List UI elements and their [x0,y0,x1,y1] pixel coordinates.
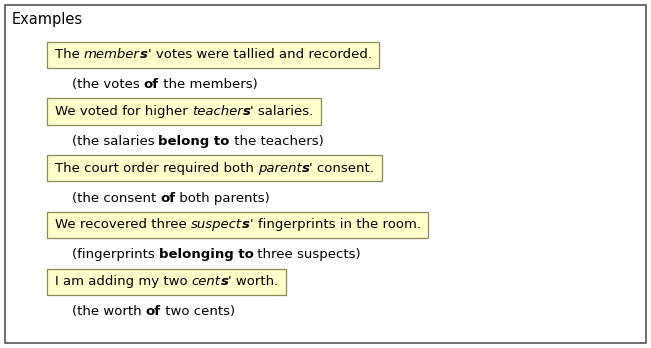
Text: s: s [301,162,309,175]
Bar [47,155,382,181]
Text: belonging to: belonging to [159,248,253,261]
Text: Examples: Examples [12,12,83,27]
Bar [47,212,428,238]
Text: three suspects): three suspects) [253,248,361,261]
Text: The court order required both: The court order required both [55,162,258,175]
Text: (fingerprints: (fingerprints [72,248,159,261]
Text: of: of [144,78,159,91]
Text: the members): the members) [159,78,258,91]
Text: teacher: teacher [191,105,242,118]
Text: member: member [84,48,140,61]
Text: two cents): two cents) [161,305,235,318]
Bar [47,98,322,125]
Text: the teachers): the teachers) [230,135,324,148]
Text: The: The [55,48,84,61]
Text: of: of [145,305,161,318]
Text: cent: cent [191,275,221,288]
Text: We voted for higher: We voted for higher [55,105,191,118]
Text: ' worth.: ' worth. [229,275,279,288]
Text: (the worth: (the worth [72,305,145,318]
Text: s: s [242,219,250,231]
Text: s: s [242,105,250,118]
Text: s: s [140,48,148,61]
Text: ' salaries.: ' salaries. [250,105,314,118]
Text: (the consent: (the consent [72,191,160,205]
Text: (the salaries: (the salaries [72,135,158,148]
Text: of: of [160,191,175,205]
Bar [47,269,286,295]
Bar [47,42,380,68]
Text: ' votes were tallied and recorded.: ' votes were tallied and recorded. [148,48,372,61]
Text: I am adding my two: I am adding my two [55,275,191,288]
Text: (the votes: (the votes [72,78,144,91]
Text: ' fingerprints in the room.: ' fingerprints in the room. [250,219,421,231]
Text: both parents): both parents) [175,191,270,205]
Text: parent: parent [258,162,301,175]
Text: ' consent.: ' consent. [309,162,374,175]
Text: s: s [221,275,229,288]
Text: belong to: belong to [158,135,230,148]
Text: suspect: suspect [191,219,242,231]
Text: We recovered three: We recovered three [55,219,191,231]
